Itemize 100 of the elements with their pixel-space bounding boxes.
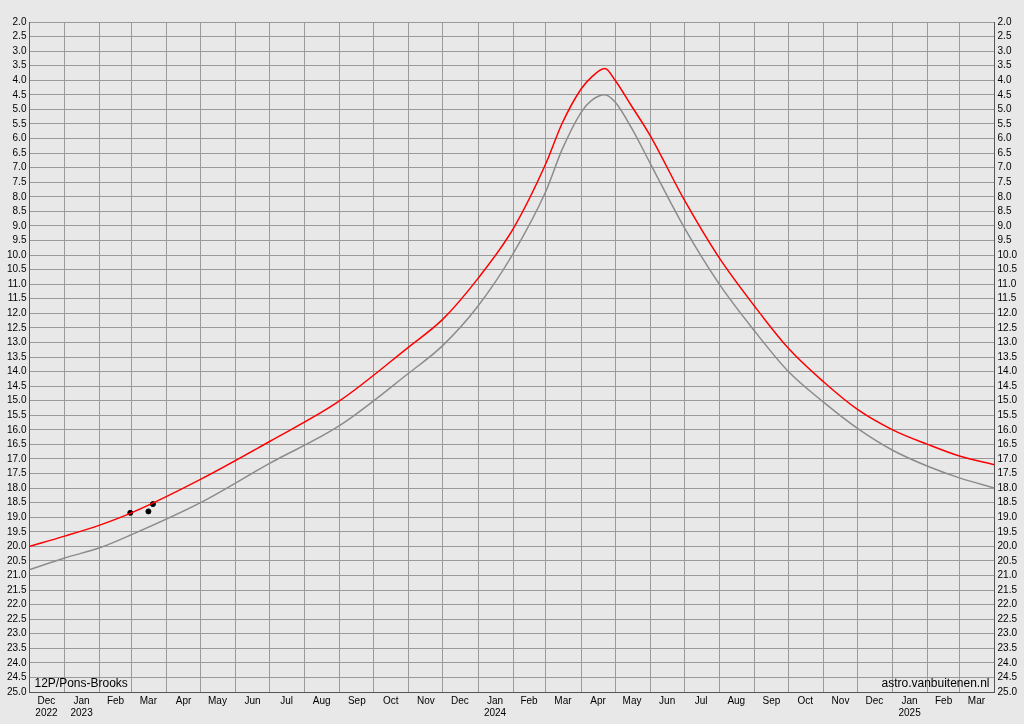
y2-tick-label: 21.0 bbox=[997, 569, 1018, 581]
y-tick-label: 8.0 bbox=[12, 190, 27, 202]
y-tick-label: 7.0 bbox=[12, 161, 27, 173]
y-tick-label: 15.5 bbox=[6, 409, 27, 421]
y2-tick-label: 14.5 bbox=[997, 379, 1018, 391]
x-tick-label: Jul bbox=[694, 694, 708, 706]
y-tick-label: 24.0 bbox=[6, 656, 27, 668]
x-tick-label: Apr bbox=[175, 694, 192, 706]
y-tick-label: 6.5 bbox=[12, 146, 27, 158]
x-tick-label: Sep bbox=[762, 694, 781, 706]
y-tick-label: 4.0 bbox=[12, 74, 27, 86]
x-tick-label: Nov bbox=[417, 694, 435, 706]
y2-tick-label: 18.0 bbox=[997, 481, 1018, 493]
y2-tick-label: 8.0 bbox=[997, 190, 1012, 202]
y-tick-label: 17.0 bbox=[6, 452, 27, 464]
y-tick-label: 6.0 bbox=[12, 132, 27, 144]
x-tick-label: Jan 2024 bbox=[483, 694, 507, 718]
y2-tick-label: 10.5 bbox=[997, 263, 1018, 275]
y2-tick-label: 24.0 bbox=[997, 656, 1018, 668]
y2-tick-label: 13.0 bbox=[997, 336, 1018, 348]
y2-tick-label: 9.0 bbox=[997, 219, 1012, 231]
y-tick-label: 13.0 bbox=[6, 336, 27, 348]
y2-tick-label: 9.5 bbox=[997, 234, 1012, 246]
y2-tick-label: 19.5 bbox=[997, 525, 1018, 537]
x-tick-label: Jun bbox=[659, 694, 676, 706]
y-tick-label: 10.0 bbox=[6, 248, 27, 260]
x-tick-label: Oct bbox=[383, 694, 399, 706]
x-tick-label: Oct bbox=[797, 694, 814, 706]
x-tick-label: Jun bbox=[244, 694, 261, 706]
y-tick-label: 4.5 bbox=[12, 88, 27, 100]
x-tick-label: Aug bbox=[312, 694, 331, 706]
y2-tick-label: 18.5 bbox=[997, 496, 1018, 508]
y2-tick-label: 4.0 bbox=[997, 74, 1012, 86]
y-tick-label: 23.0 bbox=[6, 627, 27, 639]
y2-tick-label: 16.5 bbox=[997, 438, 1018, 450]
y2-tick-label: 19.0 bbox=[997, 510, 1018, 522]
y-tick-label: 11.0 bbox=[7, 277, 27, 289]
y-tick-label: 22.0 bbox=[6, 598, 27, 610]
y-tick-label: 14.5 bbox=[6, 379, 27, 391]
y2-tick-label: 5.5 bbox=[997, 117, 1012, 129]
y-tick-label: 16.5 bbox=[6, 438, 27, 450]
y2-tick-label: 20.0 bbox=[997, 540, 1018, 552]
y-tick-label: 23.5 bbox=[6, 642, 27, 654]
y-tick-label: 21.5 bbox=[6, 583, 27, 595]
x-tick-label: Apr bbox=[590, 694, 607, 706]
y-tick-label: 11.5 bbox=[7, 292, 27, 304]
x-tick-label: May bbox=[622, 694, 642, 706]
y-tick-label: 18.0 bbox=[6, 481, 27, 493]
y-tick-label: 20.5 bbox=[6, 554, 27, 566]
x-tick-label: Nov bbox=[831, 694, 850, 706]
y-tick-label: 2.0 bbox=[12, 15, 27, 27]
y-tick-label: 15.0 bbox=[6, 394, 27, 406]
y-tick-label: 7.5 bbox=[12, 175, 27, 187]
y2-tick-label: 16.0 bbox=[997, 423, 1018, 435]
y2-tick-label: 21.5 bbox=[997, 583, 1018, 595]
x-tick-label: Jan 2025 bbox=[898, 694, 922, 718]
x-tick-label: Mar bbox=[967, 694, 986, 706]
y2-tick-label: 22.0 bbox=[997, 598, 1018, 610]
annotation: 12P/Pons-Brooks bbox=[34, 676, 128, 691]
y2-tick-label: 10.0 bbox=[997, 248, 1018, 260]
y2-tick-label: 11.5 bbox=[997, 292, 1017, 304]
y2-tick-label: 12.0 bbox=[997, 307, 1018, 319]
y-tick-label: 3.5 bbox=[12, 59, 27, 71]
y-tick-label: 12.5 bbox=[6, 321, 27, 333]
y2-tick-label: 3.5 bbox=[997, 59, 1012, 71]
x-tick-label: Sep bbox=[347, 694, 367, 706]
y2-tick-label: 25.0 bbox=[997, 685, 1018, 697]
y2-tick-label: 11.0 bbox=[997, 277, 1017, 289]
y-tick-label: 25.0 bbox=[6, 685, 27, 697]
y2-tick-label: 12.5 bbox=[997, 321, 1018, 333]
x-tick-label: Dec 2022 bbox=[35, 694, 59, 718]
x-tick-label: Feb bbox=[520, 694, 539, 706]
y-tick-label: 19.5 bbox=[6, 525, 27, 537]
y2-tick-label: 5.0 bbox=[997, 103, 1012, 115]
y2-tick-label: 2.5 bbox=[997, 30, 1012, 42]
annotation: astro.vanbuitenen.nl bbox=[881, 676, 990, 691]
x-tick-label: Feb bbox=[934, 694, 953, 706]
y-tick-label: 14.0 bbox=[6, 365, 27, 377]
y2-tick-label: 24.5 bbox=[997, 671, 1018, 683]
y2-tick-label: 7.5 bbox=[997, 175, 1012, 187]
x-tick-label: Jan 2023 bbox=[70, 694, 94, 718]
y-tick-label: 9.0 bbox=[12, 219, 27, 231]
y-tick-label: 10.5 bbox=[6, 263, 27, 275]
y2-tick-label: 23.5 bbox=[997, 642, 1018, 654]
x-tick-label: Feb bbox=[106, 694, 125, 706]
y2-tick-label: 6.0 bbox=[997, 132, 1012, 144]
y2-tick-label: 2.0 bbox=[997, 15, 1012, 27]
x-tick-label: May bbox=[208, 694, 227, 706]
y2-tick-label: 14.0 bbox=[997, 365, 1018, 377]
y2-tick-label: 7.0 bbox=[997, 161, 1012, 173]
y-tick-label: 22.5 bbox=[6, 612, 27, 624]
x-tick-label: Aug bbox=[727, 694, 746, 706]
y-tick-label: 9.5 bbox=[12, 234, 27, 246]
y-tick-label: 12.0 bbox=[6, 307, 27, 319]
y-tick-label: 20.0 bbox=[6, 540, 27, 552]
y-tick-label: 24.5 bbox=[6, 671, 27, 683]
y-tick-label: 2.5 bbox=[12, 30, 27, 42]
x-tick-label: Mar bbox=[554, 694, 573, 706]
y2-tick-label: 15.5 bbox=[997, 409, 1018, 421]
y2-tick-label: 8.5 bbox=[997, 205, 1012, 217]
